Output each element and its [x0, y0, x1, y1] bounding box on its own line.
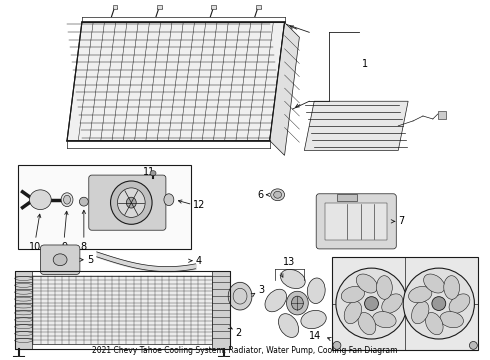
Bar: [15, 271, 230, 349]
Polygon shape: [67, 22, 285, 141]
Ellipse shape: [29, 190, 51, 210]
Ellipse shape: [382, 294, 403, 313]
Ellipse shape: [444, 276, 460, 299]
Text: 9: 9: [61, 242, 67, 252]
Text: 8: 8: [81, 242, 87, 252]
Text: 10: 10: [29, 242, 42, 252]
Text: 11: 11: [143, 167, 155, 177]
Ellipse shape: [412, 301, 429, 324]
Bar: [113, 5, 118, 9]
Ellipse shape: [265, 289, 287, 312]
Bar: [15, 271, 32, 349]
Text: 4: 4: [196, 256, 202, 266]
Ellipse shape: [220, 357, 228, 360]
Ellipse shape: [469, 342, 477, 349]
Bar: [32, 275, 212, 345]
Ellipse shape: [270, 189, 285, 201]
Ellipse shape: [449, 294, 470, 313]
Ellipse shape: [333, 342, 341, 349]
Text: 14: 14: [309, 330, 321, 341]
Polygon shape: [228, 282, 252, 310]
Ellipse shape: [425, 312, 443, 335]
Ellipse shape: [164, 194, 174, 206]
Text: 7: 7: [398, 216, 404, 226]
Ellipse shape: [358, 312, 376, 335]
Ellipse shape: [64, 195, 71, 204]
Ellipse shape: [15, 357, 23, 360]
Ellipse shape: [336, 268, 407, 339]
Bar: [337, 194, 357, 201]
Ellipse shape: [292, 296, 303, 310]
Ellipse shape: [432, 297, 446, 310]
Ellipse shape: [281, 269, 305, 289]
Ellipse shape: [274, 191, 282, 198]
Bar: [438, 111, 446, 119]
Text: 3: 3: [258, 285, 264, 295]
Ellipse shape: [79, 197, 88, 206]
Ellipse shape: [118, 188, 145, 217]
FancyBboxPatch shape: [40, 245, 80, 275]
Text: 5: 5: [87, 255, 93, 265]
Ellipse shape: [341, 287, 365, 303]
FancyBboxPatch shape: [89, 175, 166, 230]
FancyBboxPatch shape: [316, 194, 396, 249]
Ellipse shape: [150, 171, 156, 176]
Ellipse shape: [424, 274, 445, 293]
Bar: [256, 5, 261, 9]
Ellipse shape: [278, 314, 298, 337]
Ellipse shape: [61, 193, 73, 207]
Ellipse shape: [111, 181, 152, 224]
Ellipse shape: [287, 291, 308, 315]
Text: 1: 1: [362, 59, 368, 69]
Polygon shape: [270, 22, 299, 156]
Bar: [332, 257, 478, 350]
Ellipse shape: [365, 297, 378, 310]
Bar: [325, 203, 388, 240]
Text: 2: 2: [235, 328, 242, 338]
Text: 2021 Chevy Tahoe Cooling System, Radiator, Water Pump, Cooling Fan Diagram: 2021 Chevy Tahoe Cooling System, Radiato…: [92, 346, 398, 355]
Text: 12: 12: [193, 199, 205, 210]
Text: 6: 6: [258, 190, 264, 200]
Polygon shape: [304, 101, 408, 150]
Ellipse shape: [403, 268, 474, 339]
Ellipse shape: [409, 287, 432, 303]
Ellipse shape: [440, 311, 464, 328]
Bar: [212, 271, 230, 349]
Bar: [157, 5, 162, 9]
Ellipse shape: [356, 274, 377, 293]
Ellipse shape: [126, 197, 136, 208]
Ellipse shape: [376, 276, 392, 299]
Ellipse shape: [53, 254, 67, 266]
Bar: [18, 165, 191, 249]
Bar: [211, 5, 216, 9]
Ellipse shape: [307, 278, 325, 303]
Ellipse shape: [373, 311, 396, 328]
Text: 13: 13: [283, 257, 295, 267]
Ellipse shape: [344, 301, 362, 324]
Ellipse shape: [301, 310, 326, 329]
